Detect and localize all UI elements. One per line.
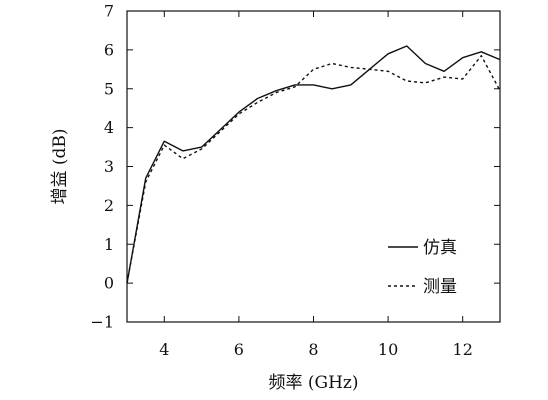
x-axis-title: 频率 (GHz) bbox=[268, 373, 358, 393]
x-tick-label: 12 bbox=[453, 340, 473, 359]
y-tick-label: −1 bbox=[90, 313, 114, 332]
x-tick-label: 10 bbox=[378, 340, 398, 359]
series-line-simulation bbox=[126, 45, 501, 284]
y-tick-label: 1 bbox=[104, 235, 114, 254]
x-tick-label: 4 bbox=[159, 340, 169, 359]
legend-label-measurement: 测量 bbox=[423, 277, 457, 297]
y-tick-label: 2 bbox=[104, 196, 114, 215]
y-axis-title: 增益 (dB) bbox=[50, 128, 70, 204]
y-tick-label: 7 bbox=[104, 2, 114, 21]
y-tick-label: 3 bbox=[104, 157, 114, 176]
series-line-measurement bbox=[126, 55, 501, 284]
legend: 仿真 测量 bbox=[388, 238, 457, 297]
x-tick-label: 6 bbox=[234, 340, 244, 359]
y-tick-label: 5 bbox=[104, 79, 114, 98]
axis-ticks bbox=[127, 10, 500, 323]
y-tick-label: 0 bbox=[104, 274, 114, 293]
legend-label-simulation: 仿真 bbox=[423, 238, 457, 258]
x-tick-label: 8 bbox=[308, 340, 318, 359]
series-lines bbox=[126, 45, 501, 284]
y-tick-label: 4 bbox=[104, 118, 114, 137]
y-tick-label: 6 bbox=[104, 40, 114, 59]
plot-frame bbox=[126, 10, 501, 323]
